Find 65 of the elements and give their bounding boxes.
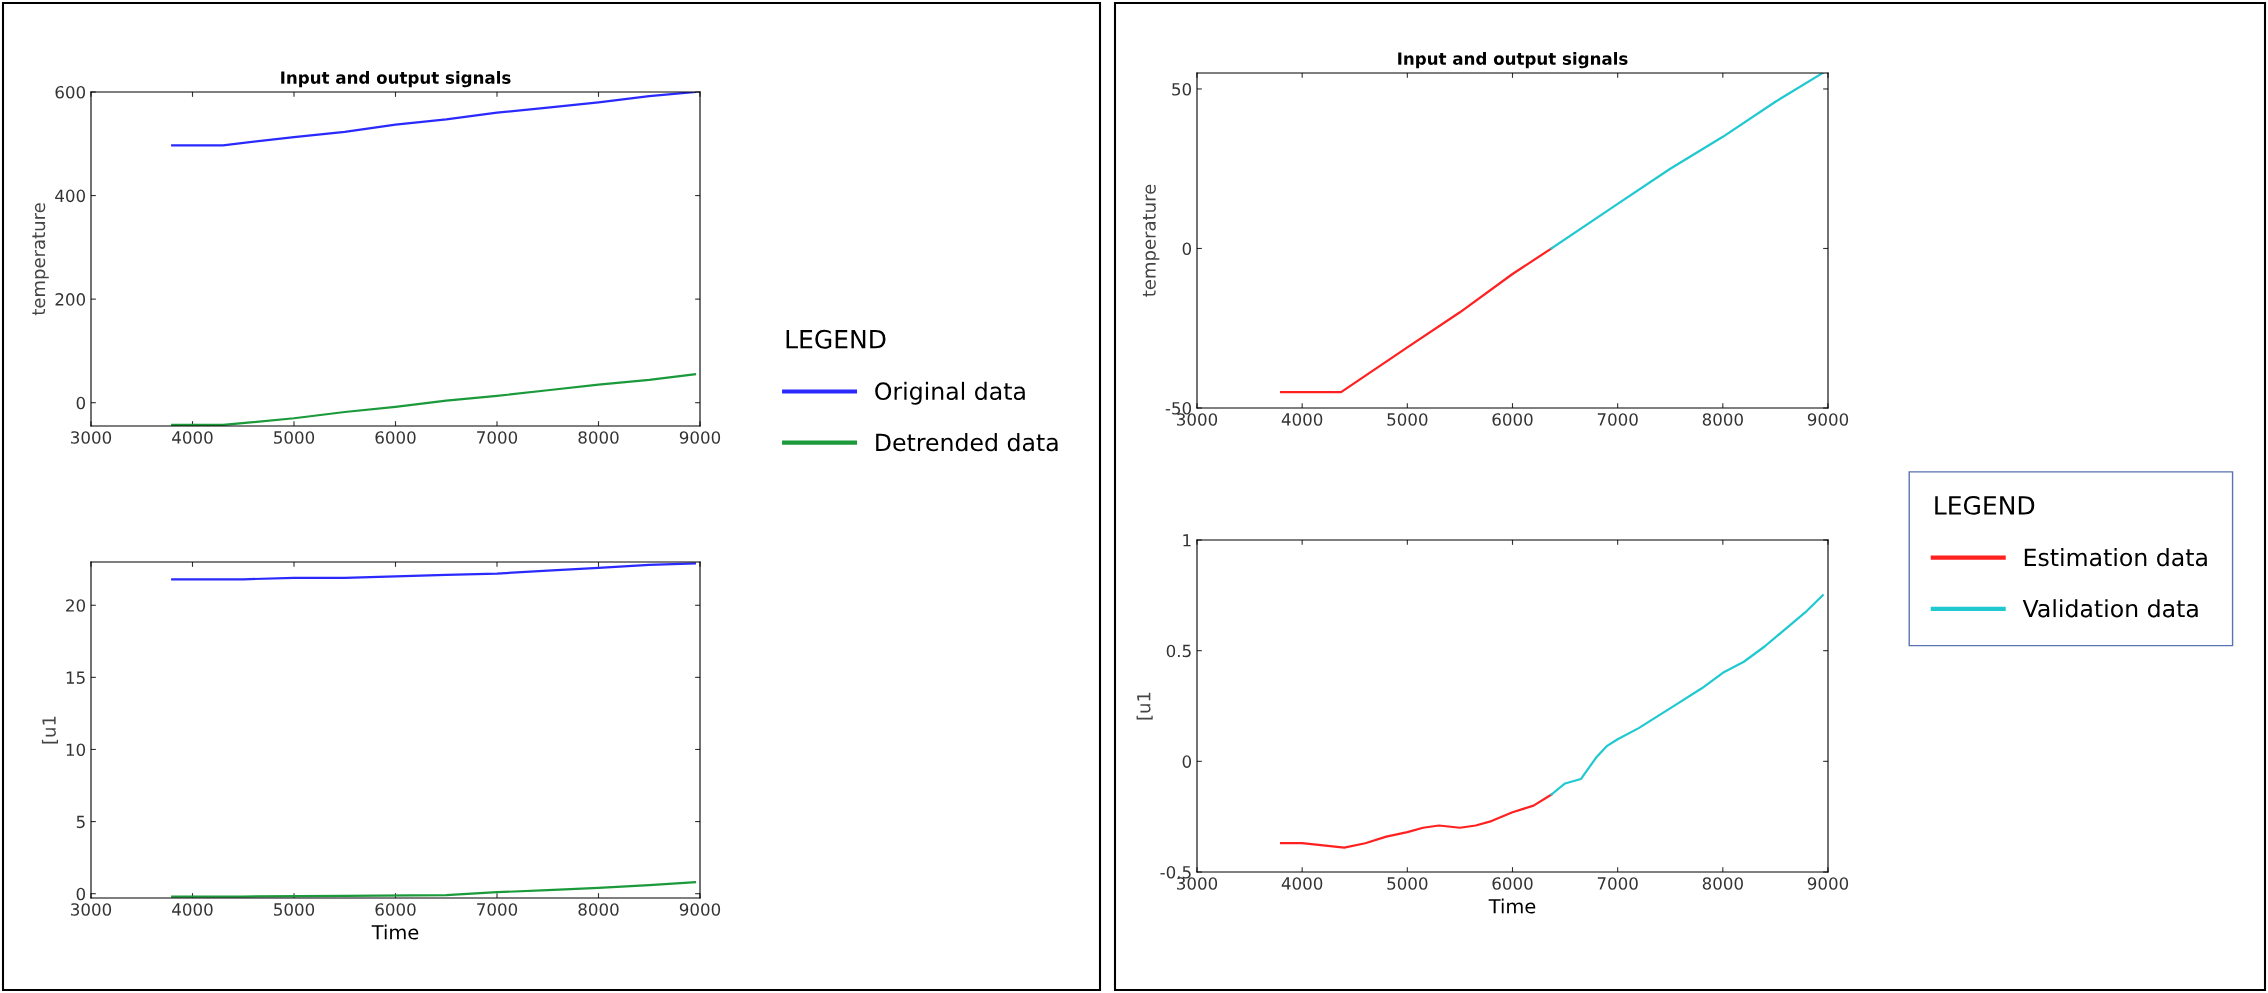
chart-title: Input and output signals (1398, 52, 1628, 69)
legend-label: Detrended data (876, 433, 1058, 452)
x-tick-label: 5000 (274, 903, 315, 916)
x-tick-label: 3000 (1177, 877, 1218, 890)
x-tick-label: 3000 (71, 903, 112, 916)
y-tick-label: -50 (1165, 401, 1192, 415)
x-tick-label: 6000 (375, 903, 416, 916)
legend-title: LEGEND (1935, 495, 2035, 515)
line-series (171, 881, 697, 898)
y-tick-label: 20 (66, 599, 86, 612)
x-tick-label: 5000 (1387, 877, 1428, 890)
x-tick-label: 4000 (1281, 413, 1323, 426)
legend-label: Validation data (2022, 599, 2198, 618)
x-tick-label: 8000 (1702, 877, 1743, 890)
line-series (1280, 793, 1553, 849)
y-axis-title: [u1 (1136, 692, 1153, 720)
x-axis-title: Time (1488, 898, 1536, 914)
x-tick-label: 5000 (1387, 413, 1428, 426)
line-series (1550, 73, 1824, 250)
y-tick-label: 1 (1183, 534, 1191, 547)
line-series (1550, 594, 1824, 796)
line-series (1280, 247, 1553, 394)
y-tick-label: 10 (66, 743, 86, 757)
y-tick-label: 200 (55, 293, 86, 306)
y-axis-title: temperature (32, 203, 49, 316)
y-tick-label: 0 (1182, 242, 1192, 256)
legend-title: LEGEND (786, 329, 886, 349)
y-tick-label: 0 (76, 396, 86, 410)
x-axis-title: Time (371, 924, 419, 940)
x-tick-label: 7000 (477, 431, 518, 444)
x-tick-label: 9000 (679, 431, 721, 444)
x-tick-label: 9000 (1807, 413, 1849, 426)
x-tick-label: 4000 (1281, 877, 1323, 890)
legend-label: Original data (875, 381, 1025, 405)
x-tick-label: 4000 (172, 903, 213, 916)
x-tick-label: 7000 (477, 903, 518, 916)
y-tick-label: 0 (1182, 755, 1192, 768)
x-tick-label: 9000 (1807, 877, 1849, 890)
x-tick-label: 6000 (375, 431, 416, 444)
y-tick-label: -0.5 (1160, 865, 1191, 879)
x-tick-label: 7000 (1597, 413, 1638, 426)
x-tick-label: 6000 (1492, 413, 1533, 426)
y-tick-label: 15 (66, 671, 85, 684)
x-tick-label: 7000 (1597, 877, 1638, 890)
x-tick-label: 5000 (274, 431, 315, 444)
x-tick-label: 9000 (679, 903, 721, 916)
y-tick-label: 400 (55, 189, 86, 203)
x-tick-label: 4000 (172, 431, 213, 444)
x-tick-label: 6000 (1492, 877, 1533, 890)
y-axis-title: [u1 (41, 716, 58, 744)
line-series (171, 373, 697, 426)
line-series (171, 562, 697, 581)
y-tick-label: 0.5 (1166, 644, 1191, 658)
legend-label: Estimation data (2024, 548, 2207, 567)
chart-title: Input and output signals (281, 71, 511, 88)
x-tick-label: 3000 (1177, 413, 1218, 426)
y-tick-label: 5 (76, 815, 85, 829)
x-tick-label: 3000 (71, 431, 112, 444)
y-tick-label: 50 (1172, 82, 1192, 96)
y-axis-title: temperature (1142, 184, 1160, 297)
x-tick-label: 8000 (1702, 413, 1743, 426)
x-tick-label: 8000 (578, 903, 619, 916)
y-tick-label: 0 (76, 887, 86, 901)
y-tick-label: 600 (55, 85, 86, 99)
x-tick-label: 8000 (578, 431, 619, 444)
